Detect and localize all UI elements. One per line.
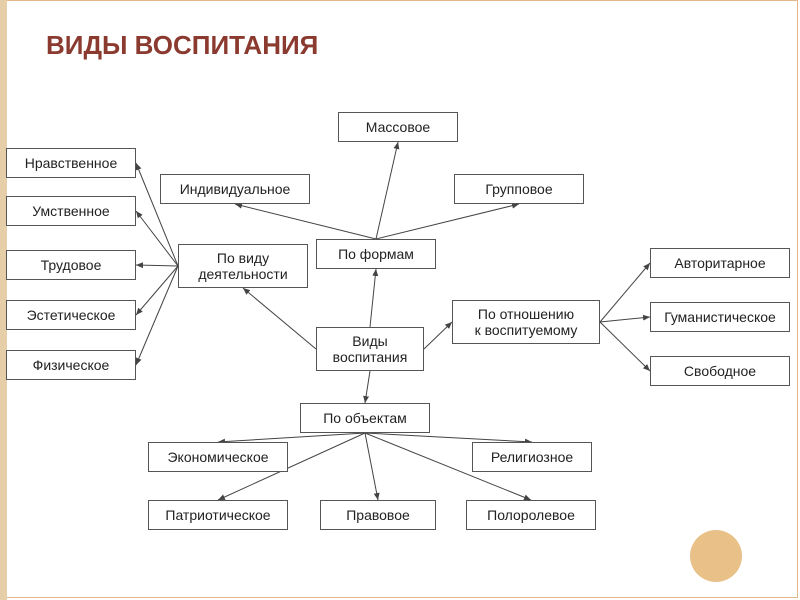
node-by_forms: По формам — [316, 239, 436, 269]
node-labor: Трудовое — [6, 250, 136, 280]
node-gender: Полоролевое — [466, 500, 596, 530]
node-economic: Экономическое — [148, 442, 288, 472]
node-humanistic: Гуманистическое — [650, 302, 790, 332]
node-legal: Правовое — [320, 500, 436, 530]
node-authoritarian: Авторитарное — [650, 248, 790, 278]
node-patriotic: Патриотическое — [148, 500, 288, 530]
node-religious: Религиозное — [472, 442, 592, 472]
node-aesthetic: Эстетическое — [6, 300, 136, 330]
page-title: ВИДЫ ВОСПИТАНИЯ — [46, 30, 318, 61]
node-free: Свободное — [650, 356, 790, 386]
node-mental: Умственное — [6, 196, 136, 226]
node-mass: Массовое — [338, 112, 458, 142]
node-physical: Физическое — [6, 350, 136, 380]
node-moral: Нравственное — [6, 148, 136, 178]
node-by_objects: По объектам — [300, 403, 430, 433]
node-group: Групповое — [454, 174, 584, 204]
node-center: Видывоспитания — [316, 327, 424, 371]
node-by_activity: По видудеятельности — [178, 244, 308, 288]
corner-circle — [690, 530, 742, 582]
node-by_relation: По отношениюк воспитуемому — [452, 300, 600, 344]
node-individual: Индивидуальное — [160, 174, 310, 204]
